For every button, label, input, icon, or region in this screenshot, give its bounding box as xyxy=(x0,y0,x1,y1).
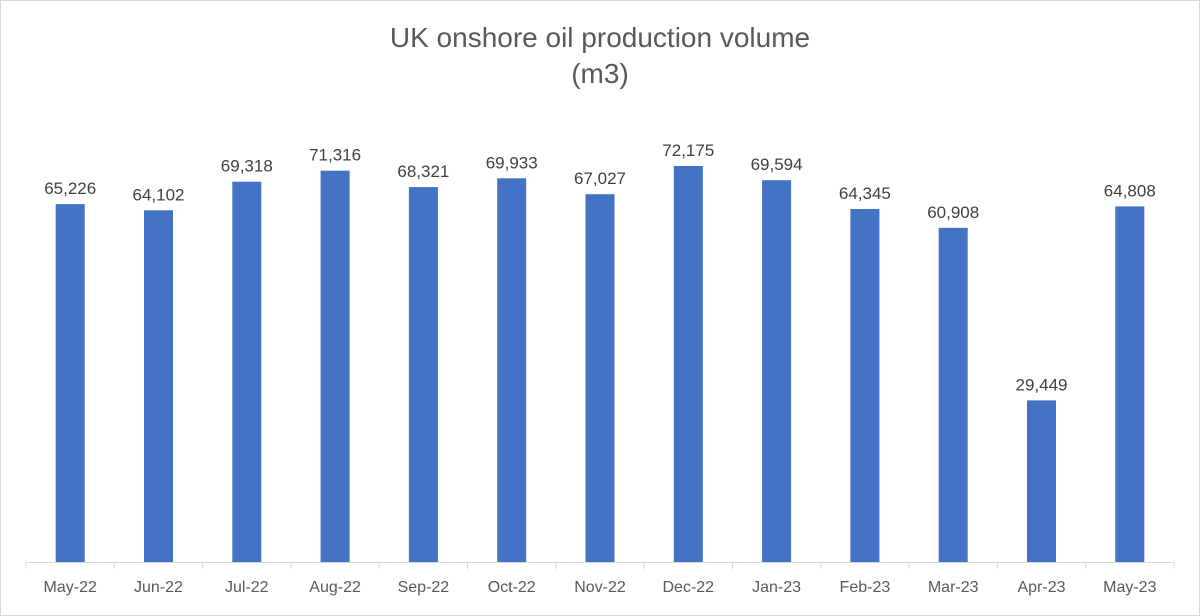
x-tick-label-jan-23: Jan-23 xyxy=(752,579,801,596)
bar-sep-22 xyxy=(408,187,438,562)
x-tick-label-jul-22: Jul-22 xyxy=(225,579,269,596)
data-label-jul-22: 69,318 xyxy=(221,157,273,176)
data-label-jun-22: 64,102 xyxy=(133,185,185,204)
x-tick-label-dec-22: Dec-22 xyxy=(663,579,715,596)
x-tick-label-mar-23: Mar-23 xyxy=(928,579,979,596)
bar-dec-22 xyxy=(673,166,703,562)
bar-oct-22 xyxy=(497,178,527,563)
x-tick-label-oct-22: Oct-22 xyxy=(488,579,536,596)
chart-title-unit: (m3) xyxy=(571,58,629,89)
bar-may-23 xyxy=(1115,206,1145,562)
bar-may-22 xyxy=(55,204,85,562)
x-tick-label-may-23: May-23 xyxy=(1103,579,1156,596)
chart-title-main: UK onshore oil production volume xyxy=(389,22,811,53)
data-label-nov-22: 67,027 xyxy=(574,169,626,188)
value-labels-group: 65,226 64,102 69,318 71,316 68,321 69,933 67,0… xyxy=(44,141,1156,394)
bar-jun-22 xyxy=(144,210,173,563)
data-label-aug-22: 71,316 xyxy=(309,146,361,165)
data-label-oct-22: 69,933 xyxy=(486,153,538,172)
data-label-dec-22: 72,175 xyxy=(662,141,714,160)
data-label-may-22: 65,226 xyxy=(44,179,96,198)
bar-feb-23 xyxy=(850,209,880,562)
bar-jan-23 xyxy=(762,180,792,562)
data-label-mar-23: 60,908 xyxy=(927,203,979,222)
bar-apr-23 xyxy=(1027,400,1056,562)
bar-nov-22 xyxy=(585,194,615,562)
data-label-jan-23: 69,594 xyxy=(751,155,803,174)
x-tick-label-nov-22: Nov-22 xyxy=(574,579,626,596)
bar-aug-22 xyxy=(320,170,350,562)
x-axis: May-22 Jun-22 Jul-22 Aug-22 Sep-22 Oct-22 Nov-… xyxy=(25,562,1175,596)
x-tick-label-may-22: May-22 xyxy=(44,579,97,596)
bar-mar-23 xyxy=(938,227,968,563)
data-label-feb-23: 64,345 xyxy=(839,184,891,203)
data-label-may-23: 64,808 xyxy=(1104,181,1156,200)
x-tick-label-apr-23: Apr-23 xyxy=(1017,579,1065,596)
x-tick-label-feb-23: Feb-23 xyxy=(840,579,891,596)
bar-jul-22 xyxy=(232,181,262,562)
data-label-sep-22: 68,321 xyxy=(397,162,449,181)
data-label-apr-23: 29,449 xyxy=(1016,375,1068,394)
x-tick-label-jun-22: Jun-22 xyxy=(134,579,183,596)
bars-group xyxy=(55,166,1145,563)
x-tick-label-aug-22: Aug-22 xyxy=(309,579,361,596)
chart-title: UK onshore oil production volume (m3) xyxy=(0,20,1200,92)
x-tick-label-sep-22: Sep-22 xyxy=(398,579,450,596)
